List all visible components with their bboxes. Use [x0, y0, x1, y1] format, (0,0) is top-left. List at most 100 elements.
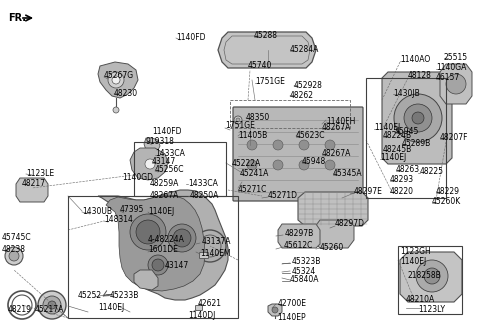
- Text: 45271D: 45271D: [268, 192, 298, 200]
- Text: FR.: FR.: [8, 13, 26, 23]
- Text: 1430JB: 1430JB: [393, 89, 420, 97]
- Text: 48225: 48225: [420, 168, 444, 176]
- Text: 48245B: 48245B: [383, 145, 412, 154]
- Polygon shape: [98, 62, 138, 98]
- Circle shape: [247, 140, 257, 150]
- Circle shape: [299, 140, 309, 150]
- Text: 1140DJ: 1140DJ: [188, 312, 216, 320]
- Polygon shape: [298, 192, 368, 226]
- Text: 45323B: 45323B: [292, 257, 322, 266]
- Text: 48350: 48350: [246, 113, 270, 121]
- Text: 1123LY: 1123LY: [418, 305, 445, 315]
- Circle shape: [394, 94, 442, 142]
- Text: 48210A: 48210A: [406, 295, 435, 303]
- Text: 48224B: 48224B: [383, 132, 412, 140]
- Text: 42700E: 42700E: [278, 298, 307, 308]
- Circle shape: [299, 160, 309, 170]
- Text: 45948: 45948: [302, 157, 326, 167]
- Text: 4-48224A: 4-48224A: [148, 236, 185, 244]
- Circle shape: [325, 140, 335, 150]
- Polygon shape: [268, 304, 282, 316]
- Circle shape: [113, 107, 119, 113]
- Text: 45945: 45945: [395, 128, 420, 136]
- Text: 1140AO: 1140AO: [400, 55, 430, 65]
- Circle shape: [130, 214, 166, 250]
- Circle shape: [38, 291, 66, 319]
- Text: 45222A: 45222A: [232, 158, 261, 168]
- Text: 48250A: 48250A: [190, 191, 219, 199]
- Text: 452928: 452928: [294, 80, 323, 90]
- Text: 48219: 48219: [8, 305, 32, 315]
- Text: 45241A: 45241A: [240, 169, 269, 177]
- Text: 45260K: 45260K: [432, 197, 461, 207]
- Text: 47395: 47395: [120, 206, 144, 215]
- Bar: [398, 246, 462, 314]
- Polygon shape: [144, 138, 160, 152]
- Polygon shape: [98, 190, 228, 300]
- Text: 45271C: 45271C: [238, 186, 267, 195]
- Circle shape: [48, 301, 56, 309]
- Text: 48297E: 48297E: [354, 188, 383, 196]
- Text: 1751GE: 1751GE: [225, 121, 255, 131]
- Text: 1140EJ: 1140EJ: [148, 207, 174, 215]
- Text: 48267A: 48267A: [322, 124, 351, 133]
- Text: 48259A: 48259A: [150, 178, 180, 188]
- Text: 1140EJ: 1140EJ: [98, 303, 124, 313]
- Polygon shape: [130, 148, 168, 180]
- Circle shape: [404, 104, 432, 132]
- Bar: [68, 196, 238, 318]
- Text: 45252: 45252: [78, 291, 102, 299]
- Circle shape: [325, 160, 335, 170]
- Text: 45612C: 45612C: [284, 241, 313, 251]
- Circle shape: [112, 76, 120, 84]
- Text: 1140GD: 1140GD: [122, 173, 153, 181]
- Circle shape: [446, 74, 466, 94]
- Circle shape: [43, 296, 61, 314]
- Polygon shape: [314, 220, 354, 248]
- Text: 1140FD: 1140FD: [176, 32, 205, 42]
- Text: 48297B: 48297B: [285, 230, 314, 238]
- Text: 1140EM: 1140EM: [200, 250, 230, 258]
- Polygon shape: [16, 178, 48, 202]
- Circle shape: [272, 307, 278, 313]
- Polygon shape: [106, 195, 205, 291]
- Text: 11405B: 11405B: [238, 132, 267, 140]
- Text: 1140EP: 1140EP: [277, 314, 306, 322]
- Polygon shape: [440, 64, 472, 104]
- Circle shape: [108, 72, 124, 88]
- Text: 48297D: 48297D: [335, 219, 365, 229]
- Text: 1430UB: 1430UB: [82, 207, 112, 215]
- Circle shape: [136, 220, 160, 244]
- Circle shape: [273, 140, 283, 150]
- Text: 45324: 45324: [292, 266, 316, 276]
- Text: 48267A: 48267A: [150, 191, 180, 199]
- Polygon shape: [400, 252, 462, 302]
- Circle shape: [412, 112, 424, 124]
- Text: 45288: 45288: [254, 31, 278, 40]
- Text: 48293: 48293: [390, 175, 414, 184]
- Text: 43137A: 43137A: [202, 237, 231, 247]
- Text: 1433CA: 1433CA: [188, 178, 218, 188]
- Text: 45217A: 45217A: [35, 305, 64, 315]
- Text: 45840A: 45840A: [290, 276, 320, 284]
- Text: 45740: 45740: [248, 60, 272, 70]
- Text: 45267G: 45267G: [104, 72, 134, 80]
- Polygon shape: [134, 270, 158, 290]
- Text: 48238: 48238: [2, 244, 26, 254]
- Text: 1140EJ: 1140EJ: [374, 124, 400, 133]
- Circle shape: [168, 224, 196, 252]
- Text: 1140FH: 1140FH: [326, 116, 355, 126]
- Text: 45345A: 45345A: [333, 170, 362, 178]
- Text: 1601DE: 1601DE: [148, 245, 178, 255]
- Text: 1123GH: 1123GH: [400, 248, 431, 256]
- Polygon shape: [278, 224, 320, 248]
- Text: 148314: 148314: [104, 215, 133, 224]
- Text: 48263: 48263: [396, 166, 420, 174]
- FancyBboxPatch shape: [200, 253, 208, 258]
- Text: 1751GE: 1751GE: [255, 77, 285, 87]
- Bar: [134, 142, 226, 196]
- Text: 1140GA: 1140GA: [436, 64, 467, 72]
- Circle shape: [247, 160, 257, 170]
- Circle shape: [9, 251, 19, 261]
- Circle shape: [273, 160, 283, 170]
